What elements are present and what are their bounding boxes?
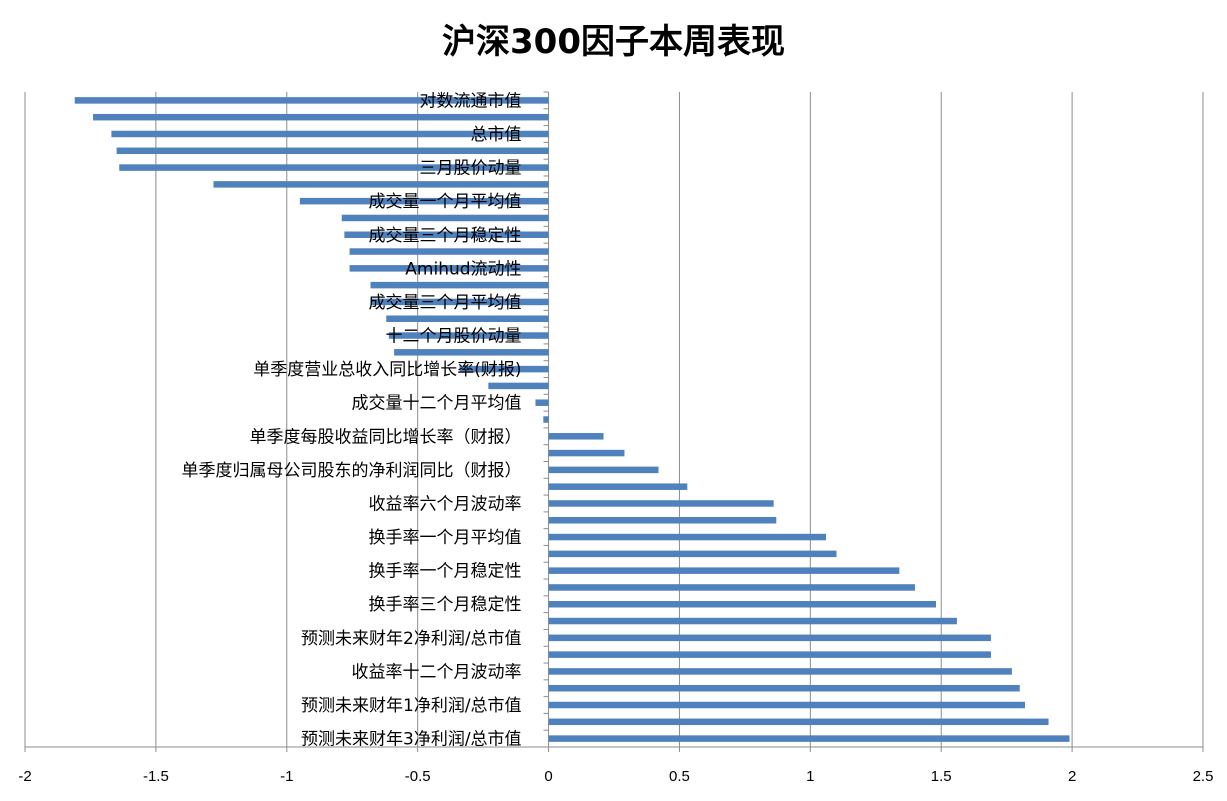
bar: [370, 298, 549, 306]
bar: [370, 281, 549, 289]
bar: [116, 147, 549, 155]
bar: [548, 533, 827, 541]
bar: [299, 197, 549, 205]
x-tick-label: -1.5: [143, 768, 169, 785]
bar: [548, 651, 991, 658]
bar: [93, 113, 549, 121]
bar: [341, 214, 549, 222]
category-label: 换手率一个月平均值: [369, 528, 522, 548]
category-label: 十二个月股价动量: [386, 327, 522, 347]
category-label: 总市值: [471, 125, 522, 145]
category-label: 单季度归属母公司股东的净利润同比（财报）: [182, 461, 522, 481]
chart-title: 沪深300因子本周表现: [442, 22, 785, 62]
bar: [459, 365, 549, 373]
bar: [388, 332, 549, 339]
bar: [488, 382, 549, 390]
bar: [543, 416, 549, 423]
category-label: 预测未来财年2净利润/总市值: [301, 629, 522, 649]
bar: [74, 97, 549, 104]
x-tick-label: 0.5: [669, 768, 690, 785]
x-tick-label: -0.5: [405, 768, 431, 785]
category-label: 单季度每股收益同比增长率（财报）: [250, 427, 522, 447]
bar: [111, 130, 549, 138]
bar: [548, 617, 957, 625]
x-tick-label: 1: [806, 768, 814, 785]
category-label: 成交量一个月平均值: [369, 192, 522, 212]
category-label: 对数流通市值: [420, 91, 522, 111]
bar: [548, 684, 1020, 692]
bar: [548, 517, 777, 524]
x-tick-label: -2: [18, 768, 31, 785]
bar: [548, 483, 688, 490]
bar: [535, 399, 549, 406]
category-label: 换手率一个月稳定性: [369, 562, 522, 582]
bar: [548, 634, 991, 642]
category-label: 三月股价动量: [420, 159, 522, 179]
bar: [119, 164, 549, 171]
category-label: 成交量三个月稳定性: [369, 226, 522, 246]
x-tick-label: 2: [1068, 768, 1076, 785]
category-label: 预测未来财年1净利润/总市值: [301, 696, 522, 716]
bar: [349, 248, 549, 255]
bar: [349, 265, 549, 272]
bar: [344, 231, 549, 239]
category-label: 单季度营业总收入同比增长率(财报): [253, 360, 521, 380]
bar: [213, 181, 549, 188]
bar: [548, 668, 1012, 675]
x-tick-label: 2.5: [1193, 768, 1214, 785]
bar: [548, 449, 625, 457]
bar: [548, 600, 936, 608]
bar: [548, 584, 916, 591]
category-label: 预测未来财年3净利润/总市值: [301, 730, 522, 750]
bar: [394, 349, 549, 356]
bar: [548, 500, 774, 507]
category-label: 换手率三个月稳定性: [369, 595, 522, 615]
bar: [548, 466, 659, 474]
category-label: 收益率十二个月波动率: [352, 662, 522, 682]
category-label: Amihud流动性: [405, 259, 521, 279]
category-label: 成交量三个月平均值: [369, 293, 522, 313]
bar: [548, 701, 1025, 709]
bar: [548, 735, 1070, 742]
bar: [548, 433, 604, 440]
category-label: 收益率六个月波动率: [369, 494, 522, 514]
bar: [548, 718, 1049, 726]
bar: [386, 315, 549, 322]
x-tick-label: 1.5: [931, 768, 952, 785]
category-label: 成交量十二个月平均值: [352, 394, 522, 414]
bar: [548, 550, 837, 558]
x-tick-label: -1: [280, 768, 293, 785]
x-tick-label: 0: [544, 768, 552, 785]
bar: [548, 567, 900, 574]
